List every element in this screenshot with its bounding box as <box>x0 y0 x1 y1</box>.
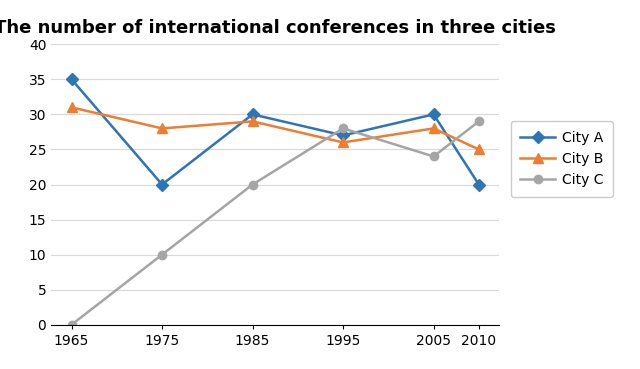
City C <box>475 119 483 124</box>
City B <box>249 119 257 124</box>
City C <box>339 126 347 131</box>
City C <box>249 182 257 187</box>
City B <box>475 147 483 152</box>
City B <box>429 126 437 131</box>
City A <box>249 112 257 117</box>
City C <box>158 252 166 257</box>
City A <box>475 182 483 187</box>
City C <box>68 323 76 327</box>
Line: City C: City C <box>67 117 483 329</box>
City A <box>68 77 76 82</box>
Line: City A: City A <box>67 75 483 189</box>
Legend: City A, City B, City C: City A, City B, City C <box>511 121 613 197</box>
City C <box>429 154 437 159</box>
Line: City B: City B <box>67 103 484 154</box>
City A <box>158 182 166 187</box>
City A <box>339 133 347 138</box>
City B <box>68 105 76 110</box>
City B <box>158 126 166 131</box>
Title: The number of international conferences in three cities: The number of international conferences … <box>0 19 556 37</box>
City B <box>339 140 347 145</box>
City A <box>429 112 437 117</box>
